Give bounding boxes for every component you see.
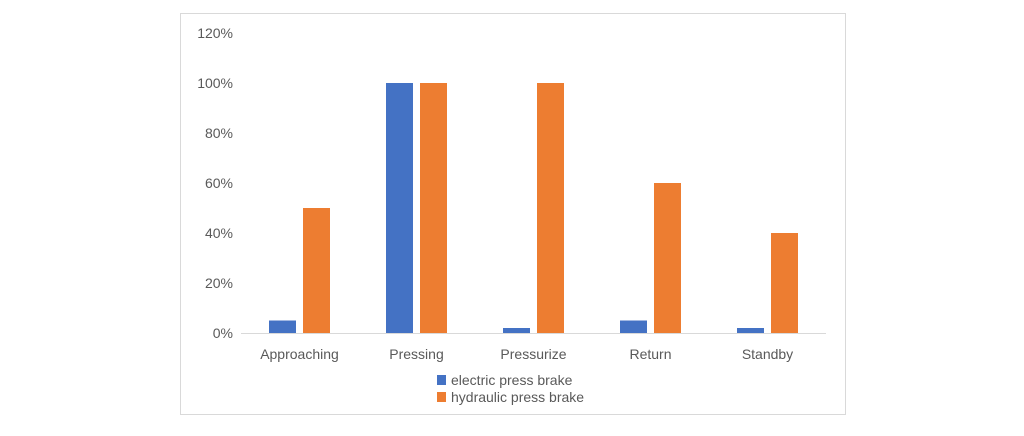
- y-tick-label: 0%: [213, 325, 233, 341]
- legend-swatch: [437, 392, 446, 402]
- y-axis-labels: 0% 20% 40% 60% 80% 100% 120%: [197, 25, 233, 341]
- legend-label: electric press brake: [451, 372, 573, 388]
- x-tick-label: Pressing: [389, 346, 443, 362]
- y-tick-label: 20%: [205, 275, 233, 291]
- bar-electric-return: [620, 320, 647, 333]
- bar-chart: 0% 20% 40% 60% 80% 100% 120% Approaching Pressi…: [197, 25, 826, 405]
- chart-frame: 0% 20% 40% 60% 80% 100% 120% Approaching Pressi…: [180, 13, 846, 415]
- y-tick-label: 120%: [197, 25, 233, 41]
- y-tick-label: 60%: [205, 175, 233, 191]
- bar-electric-standby: [737, 328, 764, 333]
- bar-electric-pressing: [386, 83, 413, 333]
- bar-electric-approaching: [269, 320, 296, 333]
- bar-electric-pressurize: [503, 328, 530, 333]
- legend-label: hydraulic press brake: [451, 389, 584, 405]
- y-tick-label: 40%: [205, 225, 233, 241]
- bar-hydraulic-approaching: [303, 208, 330, 333]
- x-axis-labels: Approaching Pressing Pressurize Return Stand…: [260, 346, 793, 362]
- y-tick-label: 80%: [205, 125, 233, 141]
- x-tick-label: Return: [629, 346, 671, 362]
- x-tick-label: Approaching: [260, 346, 339, 362]
- bars: [269, 83, 798, 333]
- bar-hydraulic-pressing: [420, 83, 447, 333]
- x-tick-label: Standby: [742, 346, 793, 362]
- bar-hydraulic-return: [654, 183, 681, 333]
- x-tick-label: Pressurize: [500, 346, 566, 362]
- legend-swatch: [437, 375, 446, 385]
- bar-hydraulic-pressurize: [537, 83, 564, 333]
- bar-hydraulic-standby: [771, 233, 798, 333]
- y-tick-label: 100%: [197, 75, 233, 91]
